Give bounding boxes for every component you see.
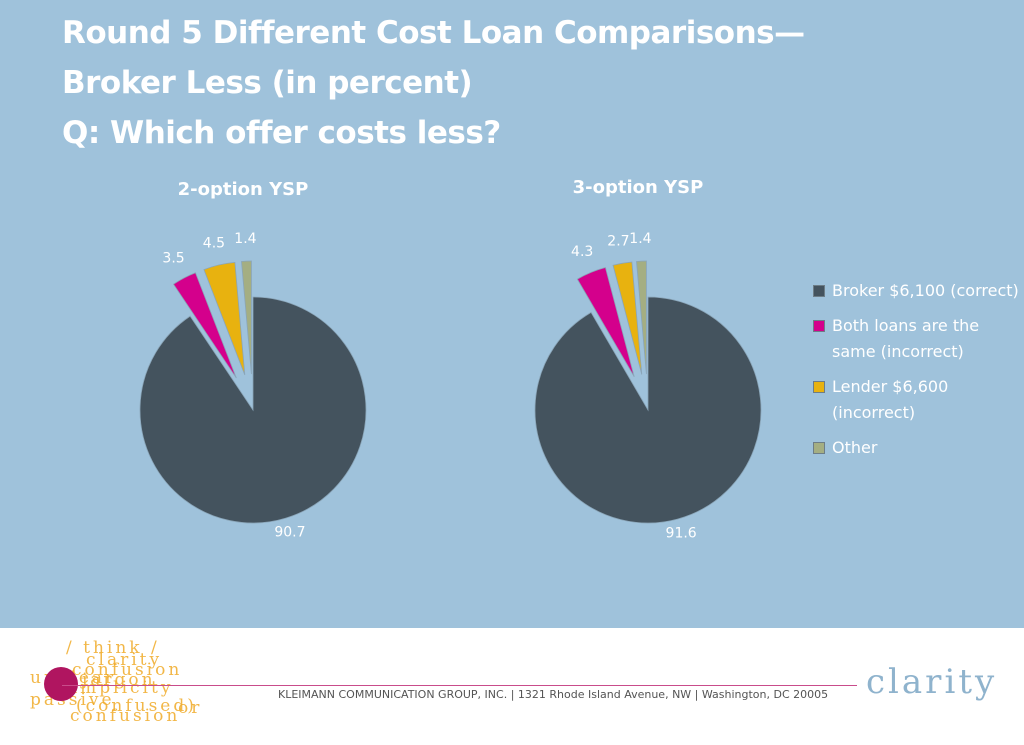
pie-chart-2: 3-option YSP 91.6 4.3 2.7 1.4	[534, 177, 762, 542]
legend-item-both-same: Both loans are the same (incorrect)	[813, 313, 1023, 365]
data-label-other: 1.4	[629, 231, 651, 247]
title-line-2: Broker Less (in percent)	[62, 65, 473, 101]
legend-item-other: Other	[813, 435, 1023, 461]
pie-slice-lender	[612, 261, 643, 375]
title-line-3: Q: Which offer costs less?	[62, 115, 501, 151]
logo-word: simplicity	[60, 678, 174, 698]
legend-item-broker: Broker $6,100 (correct)	[813, 278, 1023, 304]
logo-word: (confused)	[76, 696, 197, 716]
legend-item-lender: Lender $6,600 (incorrect)	[813, 374, 1023, 426]
pie-charts: 2-option YSP 90.7 3.5 4.5 1.4 3-option YSP 91.…	[139, 177, 762, 542]
data-label-both-same: 4.3	[571, 244, 593, 260]
pie-slice-both-same	[576, 266, 635, 377]
footer: / think /clarityconfusionunclearjargonsi…	[0, 628, 1024, 745]
legend-swatch	[813, 381, 825, 393]
pie-slice-both-same	[172, 272, 237, 379]
content-area: Round 5 Different Cost Loan Comparisons—…	[0, 0, 1024, 628]
legend-swatch	[813, 320, 825, 332]
chart-legend: Broker $6,100 (correct) Both loans are th…	[813, 278, 1023, 470]
title-line-1: Round 5 Different Cost Loan Comparisons—	[62, 15, 805, 51]
logo-dot	[44, 667, 78, 701]
legend-label: Lender $6,600 (incorrect)	[832, 377, 949, 422]
data-label-both-same: 3.5	[162, 250, 184, 266]
logo-word: confusion	[72, 660, 183, 680]
footer-rule	[62, 685, 857, 686]
legend-label: Broker $6,100 (correct)	[832, 281, 1019, 300]
chart-title: 3-option YSP	[573, 177, 704, 198]
data-label-lender: 4.5	[203, 235, 225, 251]
footer-address: KLEIMANN COMMUNICATION GROUP, INC. | 132…	[278, 688, 829, 701]
legend-label: Other	[832, 438, 878, 457]
brand-logo: clarity	[866, 662, 998, 702]
data-label-broker: 90.7	[274, 525, 305, 541]
logo-word: or	[178, 698, 203, 718]
pie-slice-lender	[203, 261, 246, 376]
slide-title: Round 5 Different Cost Loan Comparisons—…	[62, 8, 962, 158]
legend-swatch	[813, 285, 825, 297]
data-label-other: 1.4	[234, 231, 256, 247]
pie-slice-other	[636, 260, 647, 375]
pie-slice-other	[241, 260, 252, 375]
logo-word: / think /	[66, 638, 160, 658]
chart-title: 2-option YSP	[178, 179, 309, 200]
logo-word: clarity	[86, 650, 163, 670]
pie-chart-1: 2-option YSP 90.7 3.5 4.5 1.4	[139, 179, 367, 541]
data-label-broker: 91.6	[666, 526, 697, 542]
logo-word: confusion	[70, 706, 181, 726]
data-label-lender: 2.7	[607, 234, 629, 250]
pie-slice-broker	[139, 296, 367, 524]
legend-swatch	[813, 442, 825, 454]
pie-slice-broker	[534, 296, 762, 524]
legend-label: Both loans are the same (incorrect)	[832, 316, 980, 361]
